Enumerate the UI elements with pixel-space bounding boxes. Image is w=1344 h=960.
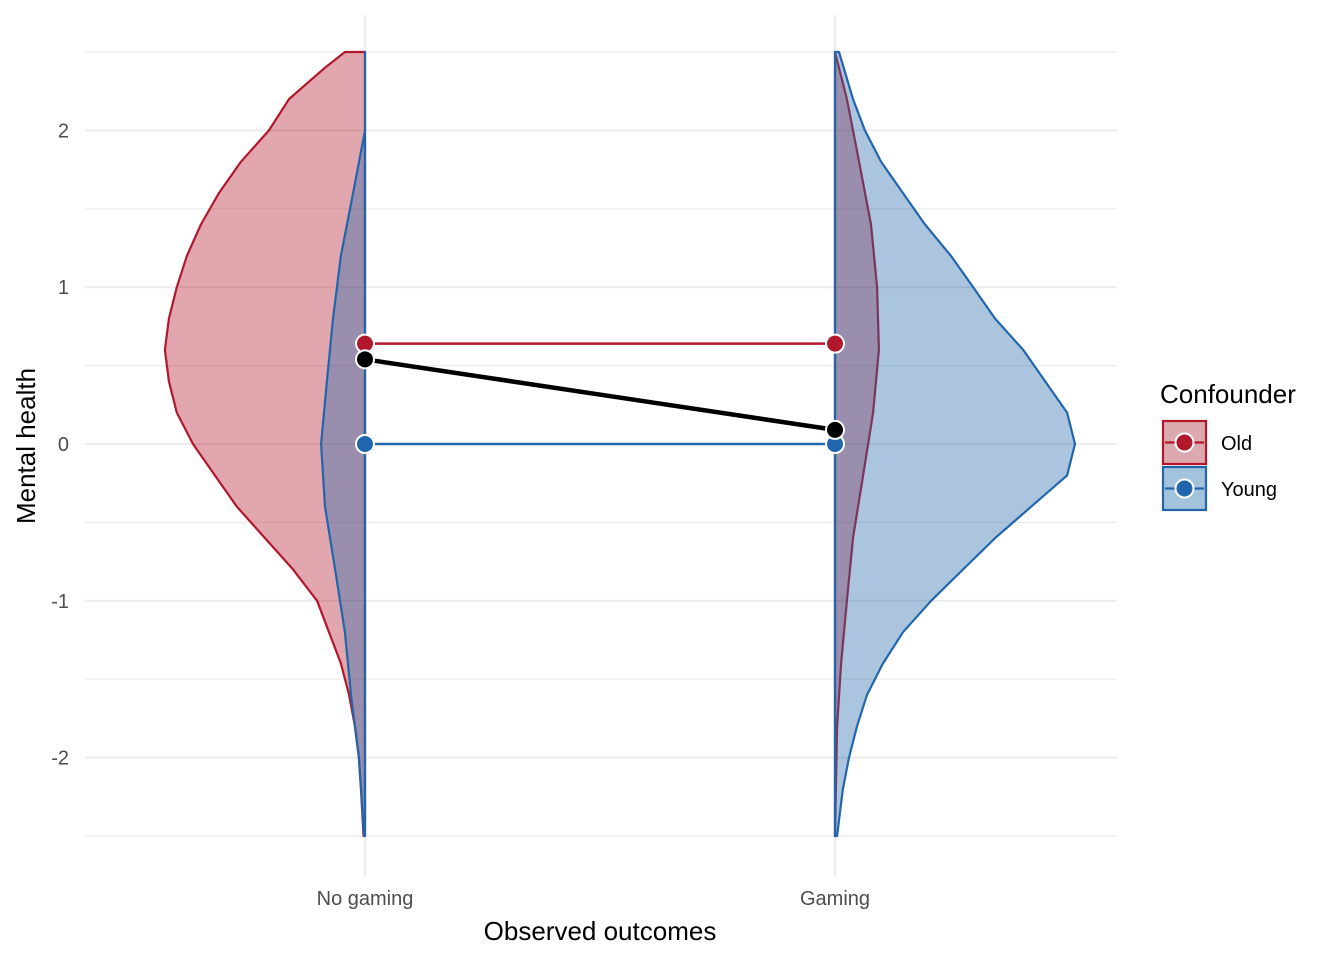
y-tick-label: -2 — [51, 748, 69, 770]
line-overall — [364, 357, 836, 433]
y-axis-title: Mental health — [11, 368, 41, 524]
legend: Confounder Old Young — [1160, 379, 1296, 512]
violin-young-no-gaming — [320, 50, 367, 838]
x-axis-title: Observed outcomes — [484, 916, 717, 946]
x-tick-labels: No gaming Gaming — [317, 888, 870, 910]
point-overall — [355, 349, 375, 370]
violin-young-gaming — [833, 50, 1077, 838]
legend-title: Confounder — [1160, 379, 1296, 409]
mean-points — [355, 333, 845, 454]
mean-lines — [364, 342, 836, 446]
y-tick-label: 2 — [58, 120, 69, 142]
legend-label-young: Young — [1221, 479, 1277, 501]
y-tick-label: 1 — [58, 277, 69, 299]
x-tick-label: Gaming — [800, 888, 870, 910]
y-tick-labels: -2 -1 0 1 2 — [51, 120, 69, 769]
y-tick-label: -1 — [51, 591, 69, 613]
violins — [163, 50, 1077, 838]
legend-label-old: Old — [1221, 433, 1252, 455]
legend-dot-young — [1174, 478, 1195, 499]
violin-old-gaming — [833, 50, 880, 838]
point-young — [355, 434, 375, 454]
point-old — [825, 333, 845, 354]
point-overall — [825, 419, 845, 440]
y-tick-label: 0 — [58, 434, 69, 456]
x-tick-label: No gaming — [317, 888, 414, 910]
legend-dot-old — [1174, 432, 1195, 453]
